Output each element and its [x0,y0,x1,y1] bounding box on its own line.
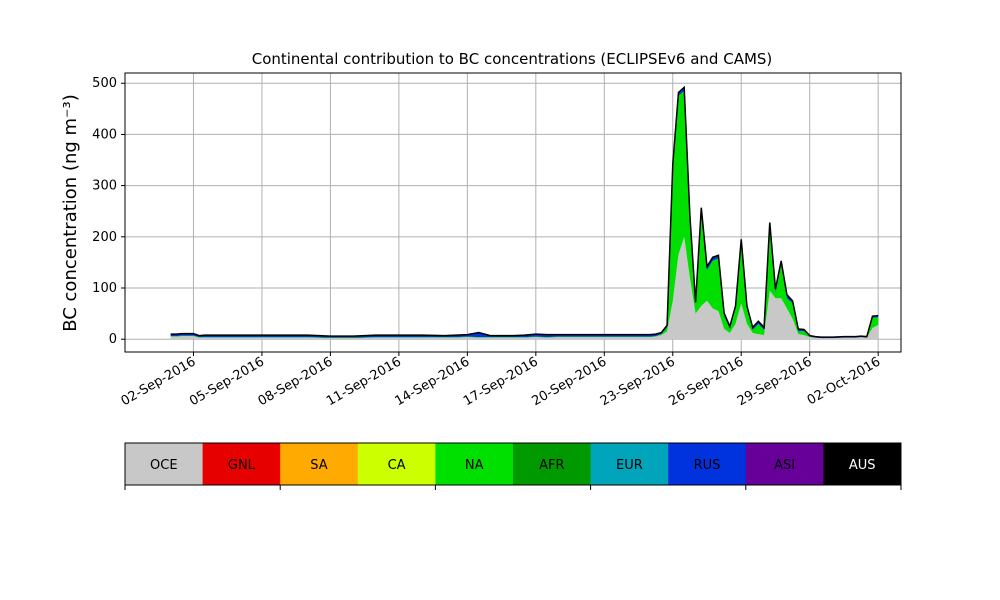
colorbar-swatch-oce [125,443,204,485]
area-oce [170,236,879,340]
colorbar-label-na: NA [465,458,484,473]
x-tick-label: 17-Sep-2016 [461,354,541,409]
x-tick-label: 02-Sep-2016 [119,354,199,409]
x-tick-label: 14-Sep-2016 [393,354,473,409]
colorbar-label-rus: RUS [694,458,721,473]
colorbar-label-sa: SA [310,458,327,473]
colorbar-swatch-na [435,443,514,485]
y-tick-label: 0 [109,332,117,347]
y-axis-label: BC concentration (ng m⁻³) [60,94,81,332]
colorbar-swatch-sa [280,443,359,485]
y-axis: 0 100 200 300 400 500 [92,76,125,347]
x-tick-label: 26-Sep-2016 [666,354,746,409]
colorbar-label-gnl: GNL [228,458,256,473]
y-tick-label: 300 [92,179,117,194]
colorbar-frame [124,442,902,486]
colorbar-swatch-asi [745,443,824,485]
colorbar-label-ca: CA [388,458,406,473]
plot-frame [124,72,902,353]
colorbar-swatch-afr [513,443,592,485]
x-tick-label: 11-Sep-2016 [324,354,404,409]
x-tick-label: 29-Sep-2016 [735,354,815,409]
total-line [170,85,879,338]
area-na [170,90,879,339]
x-axis: 02-Sep-201605-Sep-201608-Sep-201611-Sep-… [119,352,883,409]
stacked-areas [170,85,879,340]
colorbar-label-asi: ASI [774,458,795,473]
colorbar-swatch-gnl [202,443,281,485]
colorbar-label-oce: OCE [150,458,178,473]
chart-title: Continental contribution to BC concentra… [252,50,773,68]
colorbar-label-eur: EUR [616,458,643,473]
y-tick-label: 400 [92,127,117,142]
colorbar-swatch-ca [357,443,436,485]
x-tick-label: 23-Sep-2016 [598,354,678,409]
colorbar-swatch-aus [823,443,902,485]
x-tick-label: 02-Oct-2016 [805,354,883,408]
colorbar-swatch-eur [590,443,669,485]
colorbar-label-afr: AFR [539,458,564,473]
colorbar-swatch-rus [668,443,747,485]
y-tick-label: 100 [92,281,117,296]
x-tick-label: 20-Sep-2016 [529,354,609,409]
y-tick-label: 500 [92,76,117,91]
y-tick-label: 200 [92,230,117,245]
colorbar-label-aus: AUS [849,458,876,473]
x-tick-label: 05-Sep-2016 [187,354,267,409]
colorbar: OCE GNL SA CA NA AFR EUR RUS ASI AUS [124,442,902,490]
x-tick-label: 08-Sep-2016 [256,354,336,409]
